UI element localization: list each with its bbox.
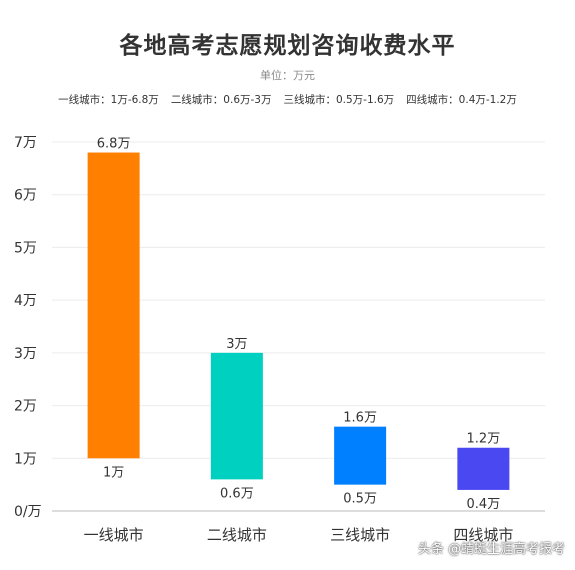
bar (87, 152, 140, 459)
y-tick-label: 7万 (14, 135, 37, 151)
x-tick-label: 三线城市 (330, 526, 390, 544)
y-tick-label: 2万 (14, 399, 37, 415)
bar-high-label: 1.6万 (343, 411, 377, 426)
unit-label: 单位：万元 (260, 69, 315, 82)
bar-low-label: 0.6万 (220, 486, 254, 501)
x-tick-label: 二线城市 (207, 526, 267, 544)
range-tier2: 二线城市：0.6万-3万 (170, 94, 272, 106)
y-tick-label: 1万 (14, 451, 37, 467)
range-tier3: 三线城市：0.5万-1.6万 (283, 94, 395, 106)
bar-high-label: 3万 (226, 337, 247, 352)
y-tick-label: 0/万 (14, 504, 42, 520)
bar (210, 352, 263, 480)
x-tick-label: 一线城市 (84, 526, 144, 544)
x-tick-label: 四线城市 (453, 526, 513, 544)
watermark: 头条 @蜻蜓生涯高考报考 (417, 542, 565, 557)
y-tick-label: 3万 (14, 346, 37, 362)
bar (334, 426, 387, 485)
bar-high-label: 6.8万 (97, 137, 131, 152)
y-tick-label: 6万 (14, 188, 37, 204)
chart-title: 各地高考志愿规划咨询收费水平 (119, 33, 456, 59)
bar-high-label: 1.2万 (467, 432, 501, 447)
bar-low-label: 0.5万 (343, 492, 377, 507)
range-tier1: 一线城市：1万-6.8万 (58, 94, 159, 106)
y-tick-label: 4万 (14, 293, 37, 309)
bar (457, 447, 510, 490)
bar-low-label: 1万 (103, 465, 124, 480)
range-summary: 一线城市：1万-6.8万 二线城市：0.6万-3万 三线城市：0.5万-1.6万… (0, 92, 575, 107)
bar-low-label: 0.4万 (467, 497, 501, 512)
y-tick-label: 5万 (14, 240, 37, 256)
range-tier4: 四线城市：0.4万-1.2万 (406, 94, 517, 106)
